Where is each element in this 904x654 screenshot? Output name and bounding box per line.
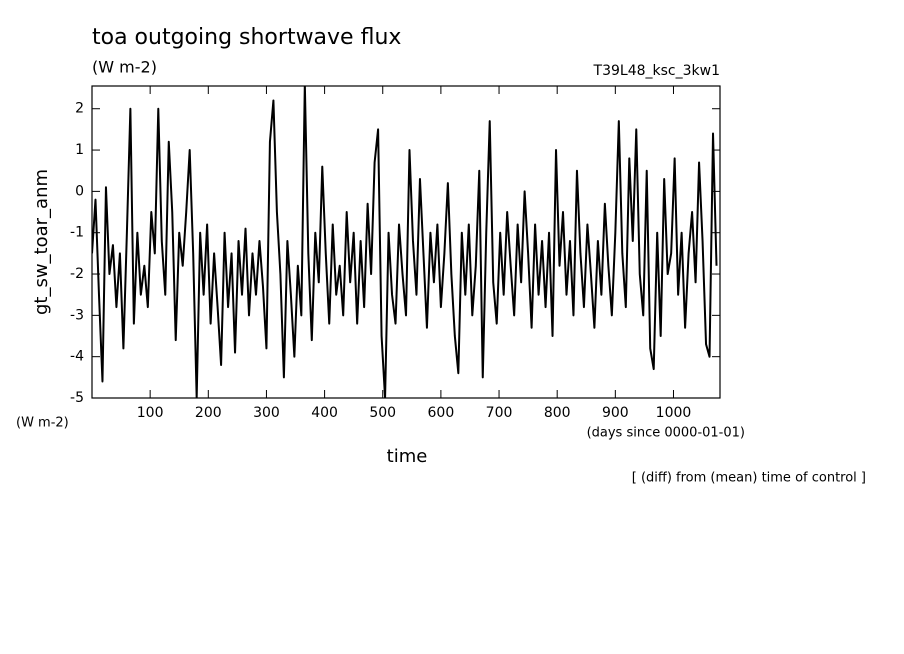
y-tick-label: -3 bbox=[70, 307, 84, 323]
y-tick-label: 0 bbox=[75, 183, 84, 199]
note: [ (diff) from (mean) time of control ] bbox=[632, 471, 866, 486]
y-units: (W m-2) bbox=[16, 416, 69, 431]
x-tick-label: 900 bbox=[602, 405, 629, 421]
y-tick-label: -1 bbox=[70, 225, 84, 241]
x-tick-label: 800 bbox=[544, 405, 571, 421]
y-tick-label: -4 bbox=[70, 349, 84, 365]
x-tick-label: 400 bbox=[311, 405, 338, 421]
chart-title: toa outgoing shortwave flux bbox=[92, 25, 401, 50]
x-axis-label: time bbox=[387, 446, 428, 467]
run-label: T39L48_ksc_3kw1 bbox=[593, 63, 720, 79]
x-tick-label: 500 bbox=[369, 405, 396, 421]
x-tick-label: 200 bbox=[195, 405, 222, 421]
subtitle: (W m-2) bbox=[92, 58, 157, 77]
y-tick-label: -5 bbox=[70, 390, 84, 406]
data-line bbox=[92, 86, 718, 398]
y-tick-label: -2 bbox=[70, 266, 84, 282]
x-tick-label: 700 bbox=[486, 405, 513, 421]
y-axis-label: gt_sw_toar_anm bbox=[31, 169, 52, 315]
y-tick-label: 1 bbox=[75, 142, 84, 158]
x-tick-label: 100 bbox=[137, 405, 164, 421]
x-units: (days since 0000-01-01) bbox=[587, 426, 745, 441]
y-tick-label: 2 bbox=[75, 101, 84, 117]
x-tick-label: 600 bbox=[428, 405, 455, 421]
x-tick-label: 1000 bbox=[656, 405, 692, 421]
x-tick-label: 300 bbox=[253, 405, 280, 421]
